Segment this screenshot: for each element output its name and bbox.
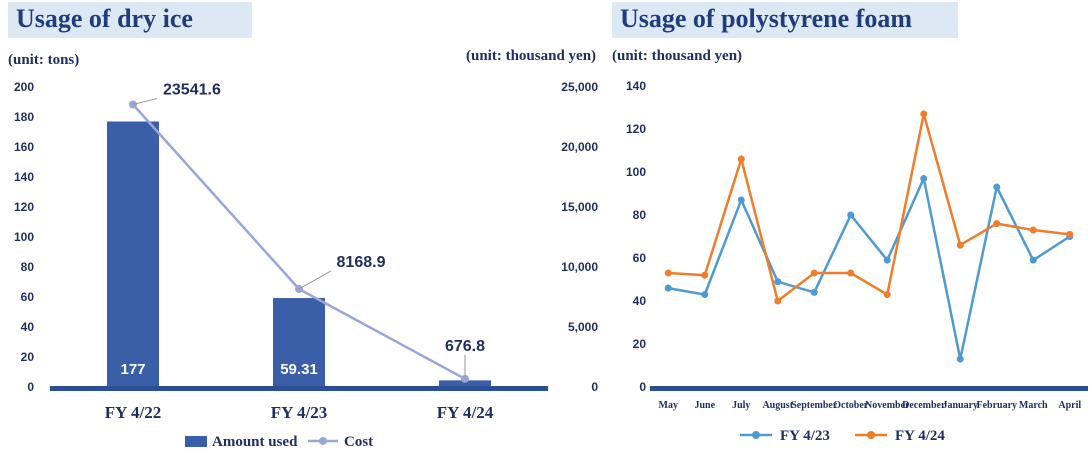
cost-value-label: 8168.9	[337, 254, 386, 271]
series-point-1	[920, 174, 928, 182]
y-tick-label: 80	[633, 208, 647, 222]
y-tick-label: 120	[14, 200, 34, 214]
x-month-label: November	[865, 400, 910, 411]
legend-label-2: FY 4/24	[895, 428, 945, 444]
y-tick-label: 0	[27, 380, 34, 394]
y-tick-label: 180	[14, 110, 34, 124]
x-category-label: FY 4/24	[437, 403, 494, 422]
y-tick-label: 200	[14, 80, 34, 94]
cost-value-label: 23541.6	[163, 82, 221, 99]
bar-amount-used	[107, 121, 159, 387]
y-tick-label: 40	[21, 320, 35, 334]
dry-ice-right-unit: (unit: thousand yen)	[466, 48, 597, 64]
y-tick-label: 80	[21, 260, 35, 274]
series-point-1	[810, 288, 818, 296]
x-month-label: October	[833, 400, 869, 411]
series-point-1	[774, 278, 782, 286]
x-month-label: September	[791, 400, 838, 411]
series-point-1	[737, 196, 745, 204]
series-point-1	[883, 256, 891, 264]
y-tick-label: 0	[639, 380, 646, 394]
y-tick-label: 100	[626, 165, 646, 179]
series-point-2	[737, 155, 745, 163]
y-tick-label: 20	[633, 337, 647, 351]
x-month-label: January	[942, 400, 978, 411]
x-month-label: August	[762, 400, 793, 411]
series-line-2	[668, 113, 1070, 304]
y2-tick-label: 10,000	[561, 260, 598, 274]
cost-leader-line	[298, 270, 332, 290]
legend-amount-label: Amount used	[212, 434, 298, 450]
series-point-1	[664, 284, 672, 292]
legend-amount-swatch	[185, 436, 207, 447]
x-category-label: FY 4/23	[271, 403, 328, 422]
dry-ice-left-unit: (unit: tons)	[8, 52, 80, 68]
series-point-2	[920, 110, 928, 118]
y-tick-label: 20	[21, 350, 35, 364]
bar-value-label: 177	[120, 361, 145, 378]
series-point-1	[701, 291, 709, 299]
series-point-2	[883, 291, 891, 299]
x-month-label: April	[1058, 400, 1081, 411]
foam-unit: (unit: thousand yen)	[612, 48, 743, 64]
series-point-2	[810, 269, 818, 277]
series-point-1	[993, 183, 1001, 191]
x-month-label: July	[732, 400, 750, 411]
series-point-2	[774, 297, 782, 305]
x-month-label: June	[694, 400, 715, 411]
cost-value-label: 676.8	[445, 338, 485, 355]
x-category-label: FY 4/22	[105, 403, 162, 422]
y-tick-label: 100	[14, 230, 34, 244]
y-tick-label: 60	[633, 251, 647, 265]
x-month-label: May	[659, 400, 678, 411]
legend-cost-marker	[319, 437, 327, 445]
series-point-2	[956, 241, 964, 249]
bar-value-label: 59.31	[280, 361, 318, 378]
y-tick-label: 60	[21, 290, 35, 304]
legend-marker-2	[867, 431, 875, 439]
y-tick-label: 120	[626, 122, 646, 136]
y2-tick-label: 15,000	[561, 200, 598, 214]
series-point-2	[993, 220, 1001, 228]
series-point-1	[1029, 256, 1037, 264]
x-axis-line	[50, 386, 548, 391]
series-point-1	[847, 211, 855, 219]
series-point-2	[1029, 226, 1037, 234]
bar-amount-used	[273, 298, 325, 387]
series-point-2	[664, 269, 672, 277]
x-month-label: February	[976, 400, 1017, 411]
foam-chart: 0 20 40 60 80 100 120 140 May June July AugustSepte…	[626, 79, 1088, 444]
y2-tick-label: 25,000	[561, 80, 598, 94]
y2-tick-label: 20,000	[561, 140, 598, 154]
x-axis-line	[650, 386, 1088, 391]
bar-amount-used	[439, 380, 491, 387]
cost-leader-line	[132, 98, 158, 105]
legend-marker-1	[752, 431, 760, 439]
dry-ice-chart-title: Usage of dry ice	[8, 2, 252, 38]
legend-cost-label: Cost	[344, 434, 373, 450]
y-tick-label: 140	[14, 170, 34, 184]
dry-ice-chart: 0 20 40 60 80 100 120 140 160 180 200 0 5,000 10,000 1…	[14, 80, 598, 450]
foam-chart-title: Usage of polystyrene foam	[612, 2, 958, 38]
series-point-2	[847, 269, 855, 277]
legend-label-1: FY 4/23	[780, 428, 830, 444]
y-tick-label: 160	[14, 140, 34, 154]
y2-tick-label: 0	[591, 380, 598, 394]
x-month-label: December	[902, 400, 946, 411]
series-line-1	[668, 174, 1071, 360]
y-tick-label: 40	[633, 294, 647, 308]
y2-tick-label: 5,000	[568, 320, 598, 334]
series-point-2	[701, 271, 709, 279]
y-tick-label: 140	[626, 79, 646, 93]
series-point-1	[956, 355, 964, 363]
series-point-2	[1066, 230, 1074, 238]
x-month-label: March	[1019, 400, 1048, 411]
